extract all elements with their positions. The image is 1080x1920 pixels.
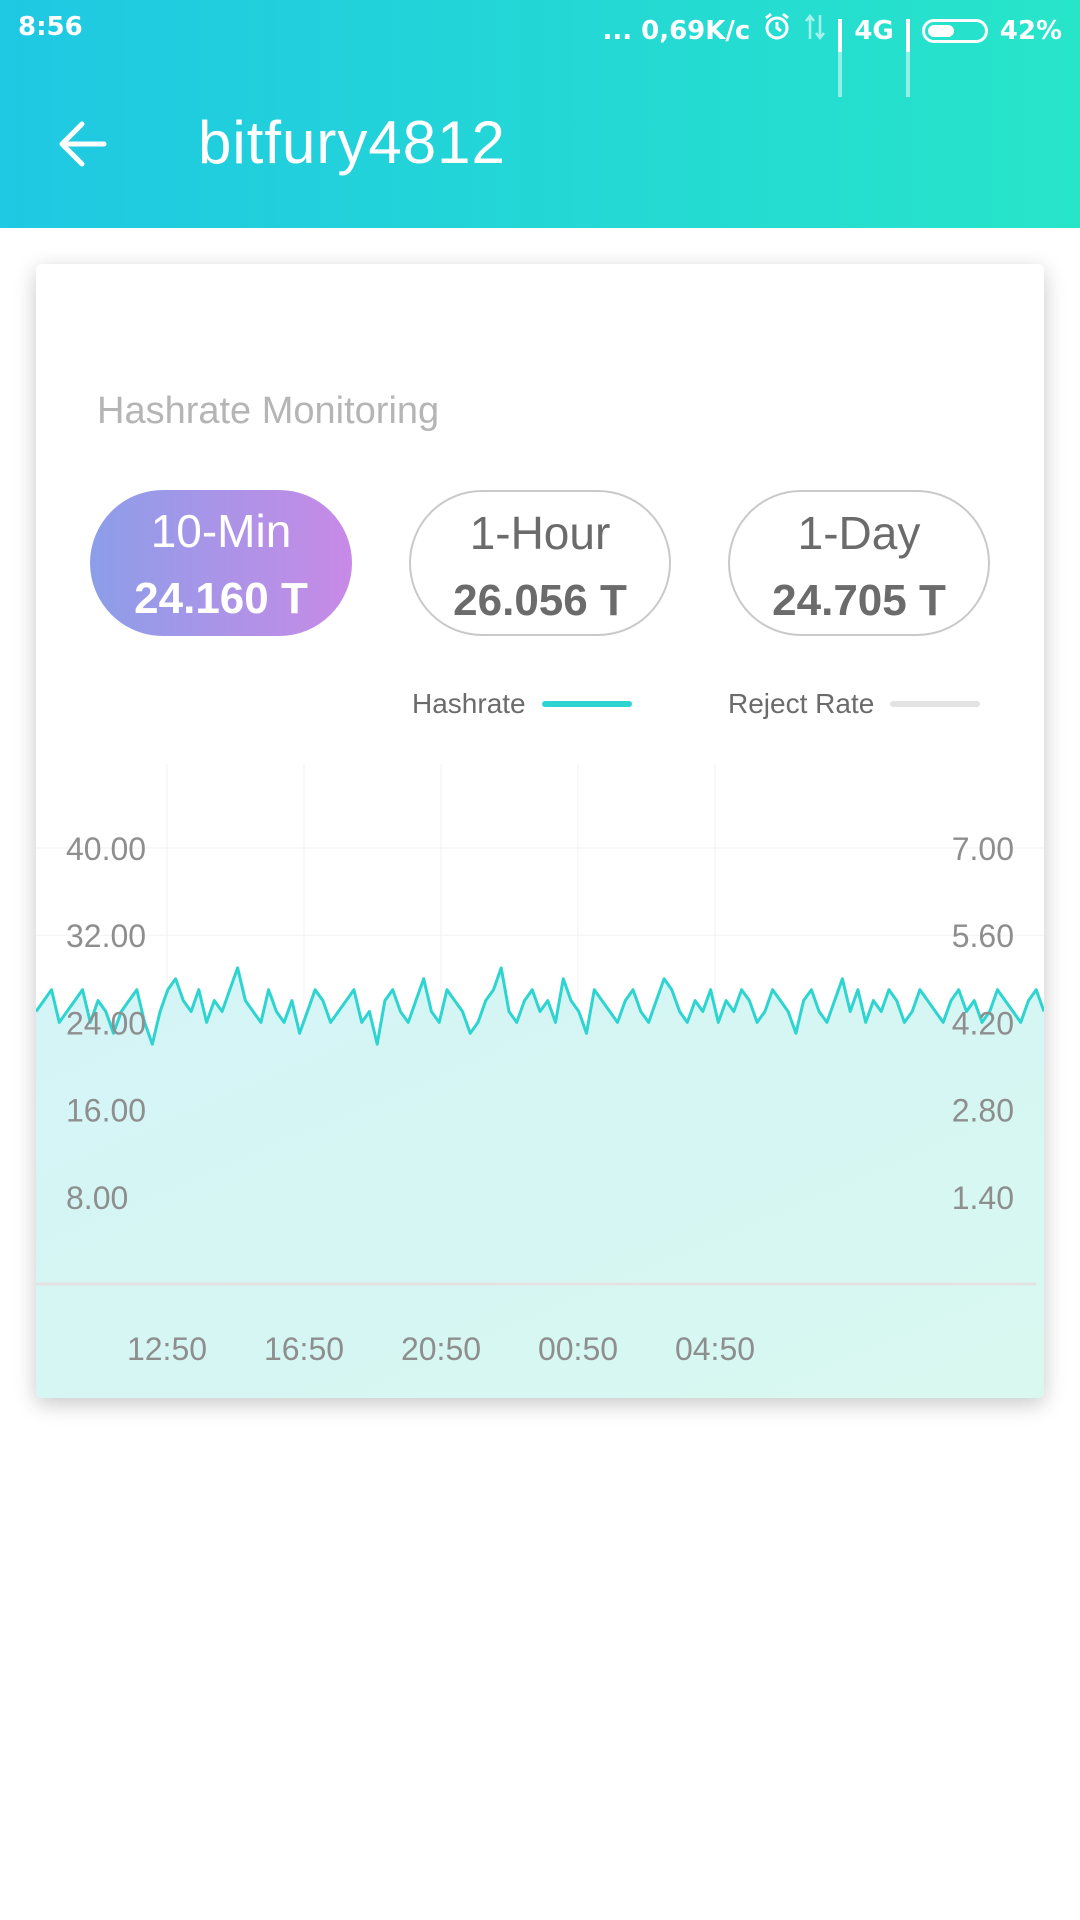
- period-1day-button[interactable]: 1-Day 24.705 T: [728, 490, 990, 636]
- hashrate-card: Hashrate Monitoring 10-Min 24.160 T 1-Ho…: [36, 264, 1044, 1398]
- hashrate-chart: 40.00 32.00 24.00 16.00 8.00 7.00 5.60 4.20 2.80…: [36, 764, 1044, 1398]
- back-button[interactable]: [52, 112, 116, 176]
- period-label: 10-Min: [150, 505, 292, 557]
- alarm-icon: [762, 12, 792, 49]
- period-1hour-button[interactable]: 1-Hour 26.056 T: [409, 490, 671, 636]
- hashrate-area: [36, 967, 1044, 1398]
- period-value: 24.705 T: [772, 576, 946, 625]
- y-right-tick-label: 5.60: [952, 918, 1014, 954]
- x-tick-label: 12:50: [127, 1331, 207, 1367]
- x-tick-label: 04:50: [675, 1331, 755, 1367]
- status-icons: ... 0,69K/c 4G 42%: [602, 12, 1062, 97]
- data-arrows-icon: [804, 13, 826, 48]
- legend-swatch: [890, 701, 981, 707]
- legend-hashrate: Hashrate: [412, 688, 632, 720]
- period-label: 1-Day: [797, 507, 921, 559]
- period-value: 24.160 T: [134, 574, 308, 623]
- network-type: 4G: [854, 15, 894, 46]
- status-bar: 8:56 ... 0,69K/c 4G 42%: [0, 0, 1080, 97]
- status-time: 8:56: [18, 12, 83, 42]
- card-title: Hashrate Monitoring: [97, 390, 440, 432]
- y-right-tick-label: 1.40: [952, 1180, 1014, 1216]
- period-value: 26.056 T: [453, 576, 627, 625]
- period-10min-button[interactable]: 10-Min 24.160 T: [90, 490, 352, 636]
- y-left-tick-label: 32.00: [66, 918, 146, 954]
- signal-icon: [838, 18, 843, 97]
- signal-icon: [905, 18, 910, 97]
- y-left-tick-label: 16.00: [66, 1093, 146, 1129]
- battery-percent: 42%: [999, 15, 1062, 46]
- hashrate-line: [36, 966, 1044, 1046]
- network-speed: ... 0,69K/c: [602, 15, 751, 46]
- legend-swatch: [541, 701, 632, 707]
- legend-reject-rate: Reject Rate: [728, 688, 981, 720]
- y-left-tick-label: 40.00: [66, 831, 146, 867]
- period-label: 1-Hour: [469, 507, 611, 559]
- app-bar: 8:56 ... 0,69K/c 4G 42% bitfury4812: [0, 0, 1080, 228]
- arrow-left-icon: [59, 121, 107, 167]
- legend-label: Reject Rate: [728, 688, 875, 719]
- y-right-tick-label: 4.20: [952, 1005, 1014, 1041]
- legend-label: Hashrate: [412, 688, 526, 719]
- x-tick-label: 00:50: [538, 1331, 618, 1367]
- y-right-tick-label: 2.80: [952, 1093, 1014, 1129]
- x-tick-label: 20:50: [401, 1331, 481, 1367]
- page-title: bitfury4812: [198, 109, 506, 176]
- battery-icon: [921, 18, 988, 43]
- y-left-tick-label: 8.00: [66, 1180, 128, 1216]
- y-right-tick-label: 7.00: [952, 831, 1014, 867]
- y-left-tick-label: 24.00: [66, 1005, 146, 1041]
- x-tick-label: 16:50: [264, 1331, 344, 1367]
